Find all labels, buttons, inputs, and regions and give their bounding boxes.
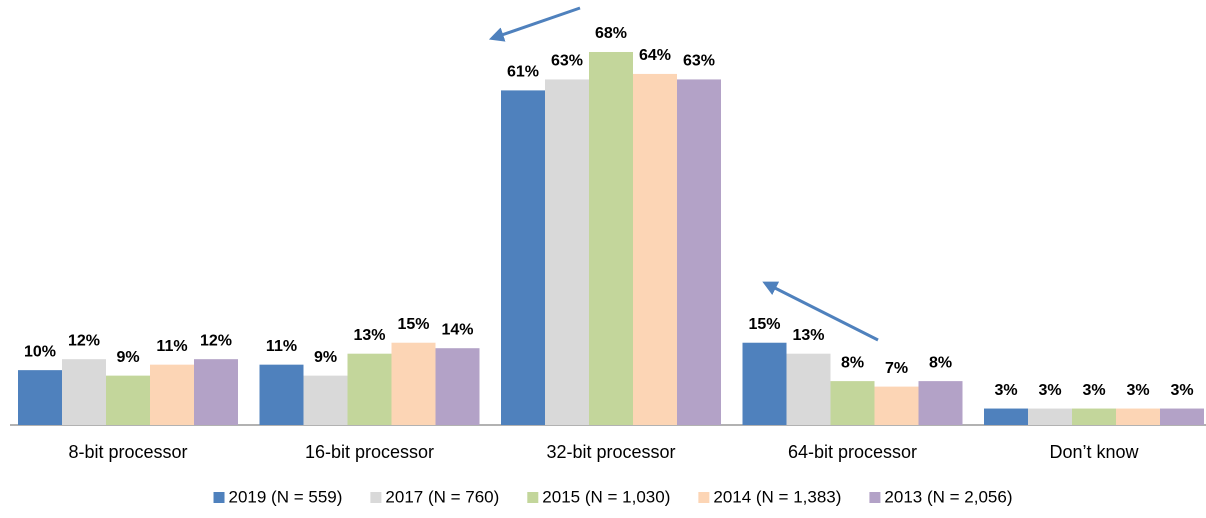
data-label: 15% bbox=[748, 316, 780, 333]
bar bbox=[347, 353, 392, 425]
bar bbox=[501, 90, 545, 425]
arrow bbox=[488, 6, 581, 42]
bar bbox=[1028, 408, 1072, 425]
data-label: 8% bbox=[841, 354, 864, 371]
data-label: 12% bbox=[68, 332, 100, 349]
x-tick-label: 16-bit processor bbox=[305, 442, 434, 462]
data-label: 63% bbox=[683, 53, 715, 70]
data-label: 3% bbox=[1170, 382, 1193, 399]
data-label: 3% bbox=[1126, 382, 1149, 399]
legend-swatch bbox=[869, 492, 881, 503]
data-label: 7% bbox=[885, 360, 908, 377]
legend-label: 2019 (N = 559) bbox=[229, 487, 343, 506]
bar bbox=[589, 52, 633, 425]
data-label: 9% bbox=[314, 349, 337, 366]
bar bbox=[1116, 408, 1160, 425]
data-label: 12% bbox=[200, 332, 232, 349]
x-tick-label: Don’t know bbox=[1049, 442, 1139, 462]
legend-label: 2017 (N = 760) bbox=[385, 487, 499, 506]
legend-swatch bbox=[698, 492, 710, 503]
x-tick-label: 32-bit processor bbox=[546, 442, 675, 462]
bar bbox=[984, 408, 1028, 425]
data-label: 61% bbox=[507, 64, 539, 81]
data-label: 68% bbox=[595, 25, 627, 42]
x-tick-label: 64-bit processor bbox=[788, 442, 917, 462]
bar bbox=[545, 79, 589, 426]
bar bbox=[1072, 408, 1116, 425]
bar bbox=[742, 342, 787, 425]
legend-swatch bbox=[527, 492, 539, 503]
data-label: 3% bbox=[1082, 382, 1105, 399]
bar bbox=[194, 359, 238, 425]
bar bbox=[918, 381, 963, 425]
legend-swatch bbox=[213, 492, 225, 503]
data-label: 11% bbox=[156, 338, 187, 355]
bar bbox=[1160, 408, 1204, 425]
data-label: 13% bbox=[353, 327, 385, 344]
legend-label: 2014 (N = 1,383) bbox=[713, 487, 841, 506]
bar bbox=[106, 375, 150, 425]
bar bbox=[677, 79, 721, 426]
bar bbox=[830, 381, 875, 425]
bar bbox=[62, 359, 106, 425]
data-label: 13% bbox=[792, 327, 824, 344]
data-label: 8% bbox=[929, 354, 952, 371]
bar bbox=[874, 386, 919, 425]
data-label: 11% bbox=[266, 338, 297, 355]
data-label: 64% bbox=[639, 47, 671, 64]
data-label: 3% bbox=[1038, 382, 1061, 399]
bar bbox=[259, 364, 304, 425]
data-label: 15% bbox=[397, 316, 429, 333]
bar bbox=[303, 375, 348, 425]
arrow bbox=[762, 281, 879, 342]
data-label: 63% bbox=[551, 53, 583, 70]
legend-label: 2013 (N = 2,056) bbox=[884, 487, 1012, 506]
legend-swatch bbox=[370, 492, 382, 503]
x-tick-label: 8-bit processor bbox=[68, 442, 187, 462]
bar bbox=[18, 370, 62, 425]
data-label: 3% bbox=[994, 382, 1017, 399]
bar bbox=[786, 353, 831, 425]
bar bbox=[633, 73, 677, 426]
bar bbox=[391, 342, 436, 425]
data-label: 14% bbox=[441, 321, 473, 338]
bar bbox=[435, 348, 480, 425]
bar bbox=[150, 364, 194, 425]
data-label: 9% bbox=[116, 349, 139, 366]
legend-label: 2015 (N = 1,030) bbox=[542, 487, 670, 506]
data-label: 10% bbox=[24, 343, 56, 360]
